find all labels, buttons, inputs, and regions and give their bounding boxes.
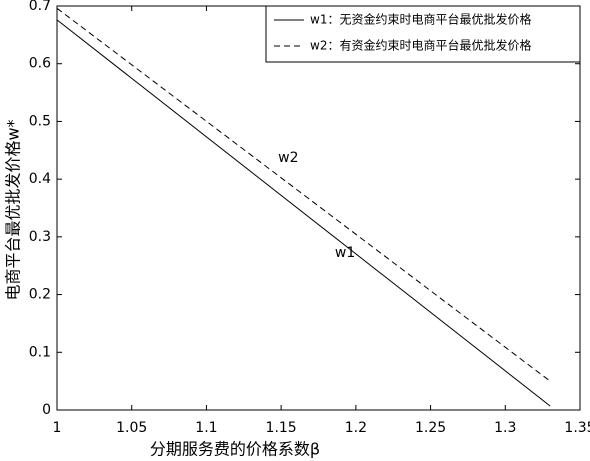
legend-label: w1：无资金约束时电商平台最优批发价格 — [310, 12, 531, 27]
x-tick-label: 1.05 — [116, 420, 147, 436]
y-tick-label: 0.1 — [29, 344, 51, 360]
x-tick-label: 1.35 — [564, 420, 590, 436]
y-tick-label: 0.5 — [29, 113, 51, 129]
legend-label: w2：有资金约束时电商平台最优批发价格 — [310, 38, 531, 53]
line — [56, 7, 551, 382]
y-axis-label: 电商平台最优批发价格w* — [4, 119, 23, 300]
plot-area — [56, 5, 581, 411]
y-tick-label: 0.6 — [29, 56, 51, 72]
x-axis-label: 分期服务费的价格系数β — [150, 440, 320, 459]
y-tick-label: 0.3 — [29, 229, 51, 245]
x-tick-label: 1.3 — [494, 420, 516, 436]
y-tick-label: 0.2 — [29, 287, 51, 303]
annotation: w1 — [335, 245, 355, 261]
x-tick-label: 1.2 — [345, 420, 367, 436]
legend-box — [265, 5, 581, 63]
y-tick-label: 0 — [42, 402, 51, 418]
x-tick-label: 1.25 — [415, 420, 446, 436]
annotation: w2 — [278, 150, 298, 166]
x-tick-label: 1.15 — [266, 420, 297, 436]
line — [56, 19, 551, 407]
y-tick-label: 0.4 — [29, 171, 51, 187]
x-tick-label: 1.1 — [195, 420, 217, 436]
x-tick-label: 1 — [53, 420, 62, 436]
y-tick-label: 0.7 — [29, 0, 51, 14]
